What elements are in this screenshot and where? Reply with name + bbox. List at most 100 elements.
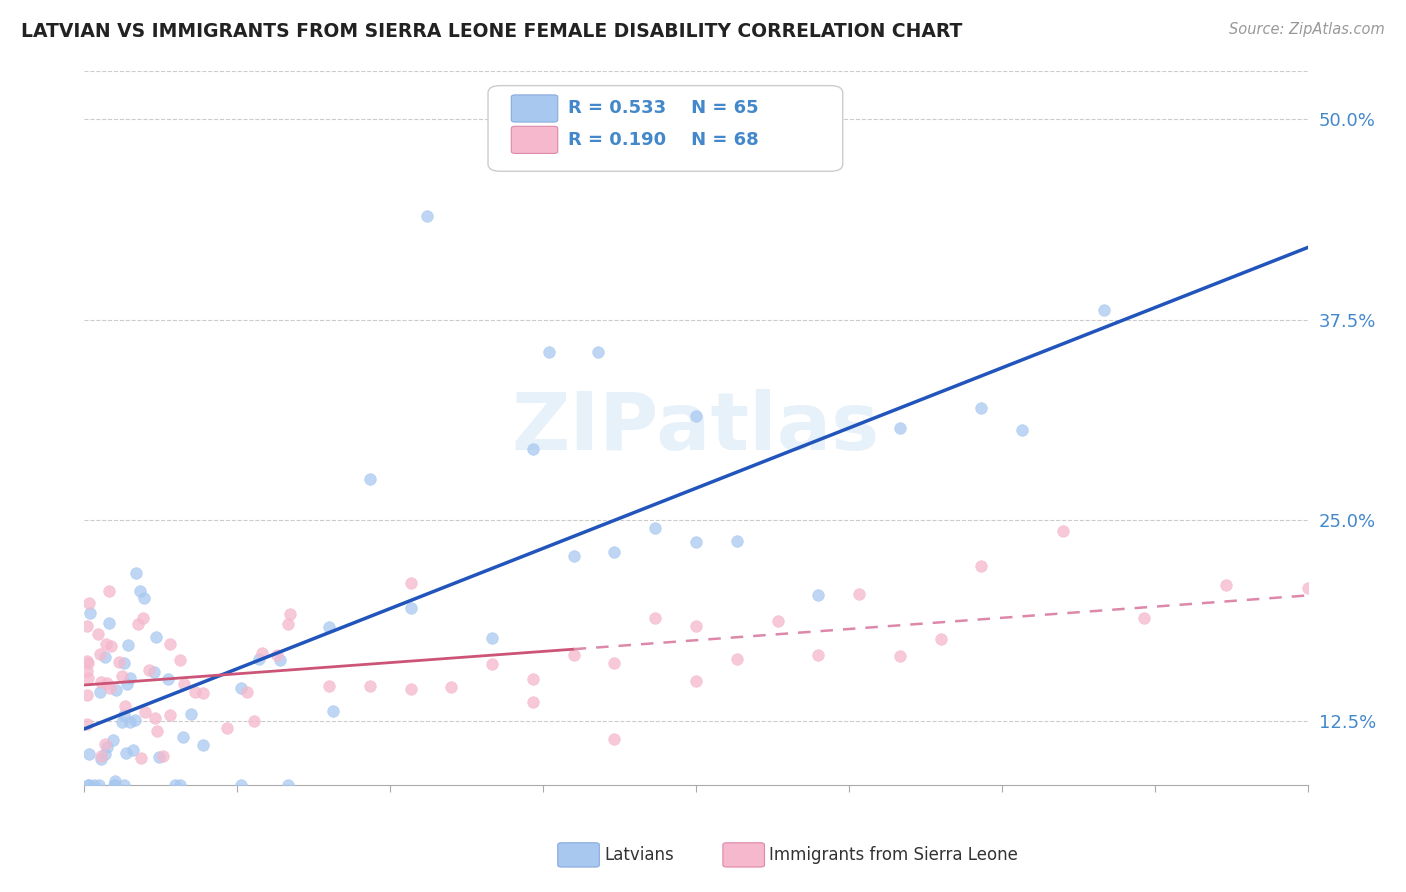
Point (98, 681, 121, 696)
Point (114, 746, 136, 760)
Point (180, 706, 202, 721)
Point (129, 751, 152, 765)
Point (359, 679, 381, 693)
Point (644, 521, 666, 535)
Point (89, 647, 111, 661)
Point (1052, 524, 1074, 538)
Point (318, 620, 340, 634)
Point (138, 663, 160, 677)
Text: Immigrants from Sierra Leone: Immigrants from Sierra Leone (769, 846, 1018, 863)
Point (76, 654, 98, 668)
Point (277, 616, 299, 631)
Point (416, 209, 439, 223)
Point (644, 610, 666, 624)
Point (163, 778, 186, 792)
Point (87, 627, 110, 641)
Point (1092, 303, 1115, 318)
Point (103, 774, 125, 789)
Point (399, 682, 422, 697)
Point (685, 535, 707, 549)
Point (159, 707, 181, 722)
FancyBboxPatch shape (512, 127, 558, 153)
Point (322, 704, 344, 718)
Point (148, 750, 170, 764)
Point (101, 733, 124, 747)
Point (725, 534, 748, 549)
Point (146, 723, 169, 738)
Point (603, 656, 626, 670)
Point (172, 731, 194, 745)
Point (399, 601, 422, 615)
Point (522, 673, 544, 687)
Point (108, 656, 131, 670)
Text: LATVIAN VS IMMIGRANTS FROM SIERRA LEONE FEMALE DISABILITY CORRELATION CHART: LATVIAN VS IMMIGRANTS FROM SIERRA LEONE … (21, 22, 963, 41)
Point (77, 597, 100, 611)
Point (76, 619, 98, 633)
Point (76, 657, 98, 671)
Point (118, 672, 141, 686)
Point (481, 632, 503, 646)
Point (143, 665, 166, 680)
Point (603, 545, 626, 559)
Point (970, 401, 993, 416)
Point (83, 778, 105, 792)
Point (1215, 578, 1237, 592)
Point (96, 637, 118, 651)
Point (269, 653, 291, 667)
Point (132, 611, 155, 625)
Point (169, 778, 191, 792)
Point (243, 714, 266, 729)
Point (562, 549, 585, 563)
Point (440, 680, 463, 694)
Point (229, 681, 252, 695)
Point (127, 617, 149, 632)
Point (685, 619, 707, 633)
Point (104, 682, 127, 697)
Point (152, 748, 174, 763)
Point (318, 679, 340, 693)
Point (538, 345, 561, 359)
Point (112, 707, 135, 722)
Point (603, 731, 626, 746)
Text: R = 0.190    N = 68: R = 0.190 N = 68 (568, 131, 758, 149)
Point (889, 421, 911, 435)
Point (118, 714, 141, 729)
Point (90, 748, 112, 763)
Point (94, 747, 117, 761)
Point (77, 747, 100, 762)
Point (121, 743, 143, 757)
Point (278, 607, 301, 622)
Point (807, 648, 830, 663)
Point (1011, 423, 1033, 437)
Point (134, 591, 156, 605)
Point (562, 648, 585, 663)
Point (104, 778, 127, 792)
Point (115, 677, 138, 691)
Point (76, 717, 98, 731)
Point (586, 345, 609, 359)
Point (96, 675, 118, 690)
Point (970, 559, 993, 574)
Point (184, 685, 207, 699)
Point (725, 652, 748, 666)
Point (215, 721, 238, 735)
Point (90, 752, 112, 766)
Point (97, 616, 120, 631)
Point (236, 685, 259, 699)
Point (277, 778, 299, 792)
Point (93, 737, 115, 751)
Point (96, 739, 118, 754)
Point (128, 583, 150, 598)
Point (94, 649, 117, 664)
Point (481, 657, 503, 672)
Point (1296, 582, 1319, 596)
Point (111, 714, 134, 729)
Point (100, 639, 122, 653)
Point (77, 671, 100, 685)
Point (1133, 611, 1156, 625)
Point (79, 606, 101, 620)
Point (145, 711, 167, 725)
Point (117, 638, 139, 652)
Point (173, 677, 195, 691)
Point (125, 566, 148, 580)
